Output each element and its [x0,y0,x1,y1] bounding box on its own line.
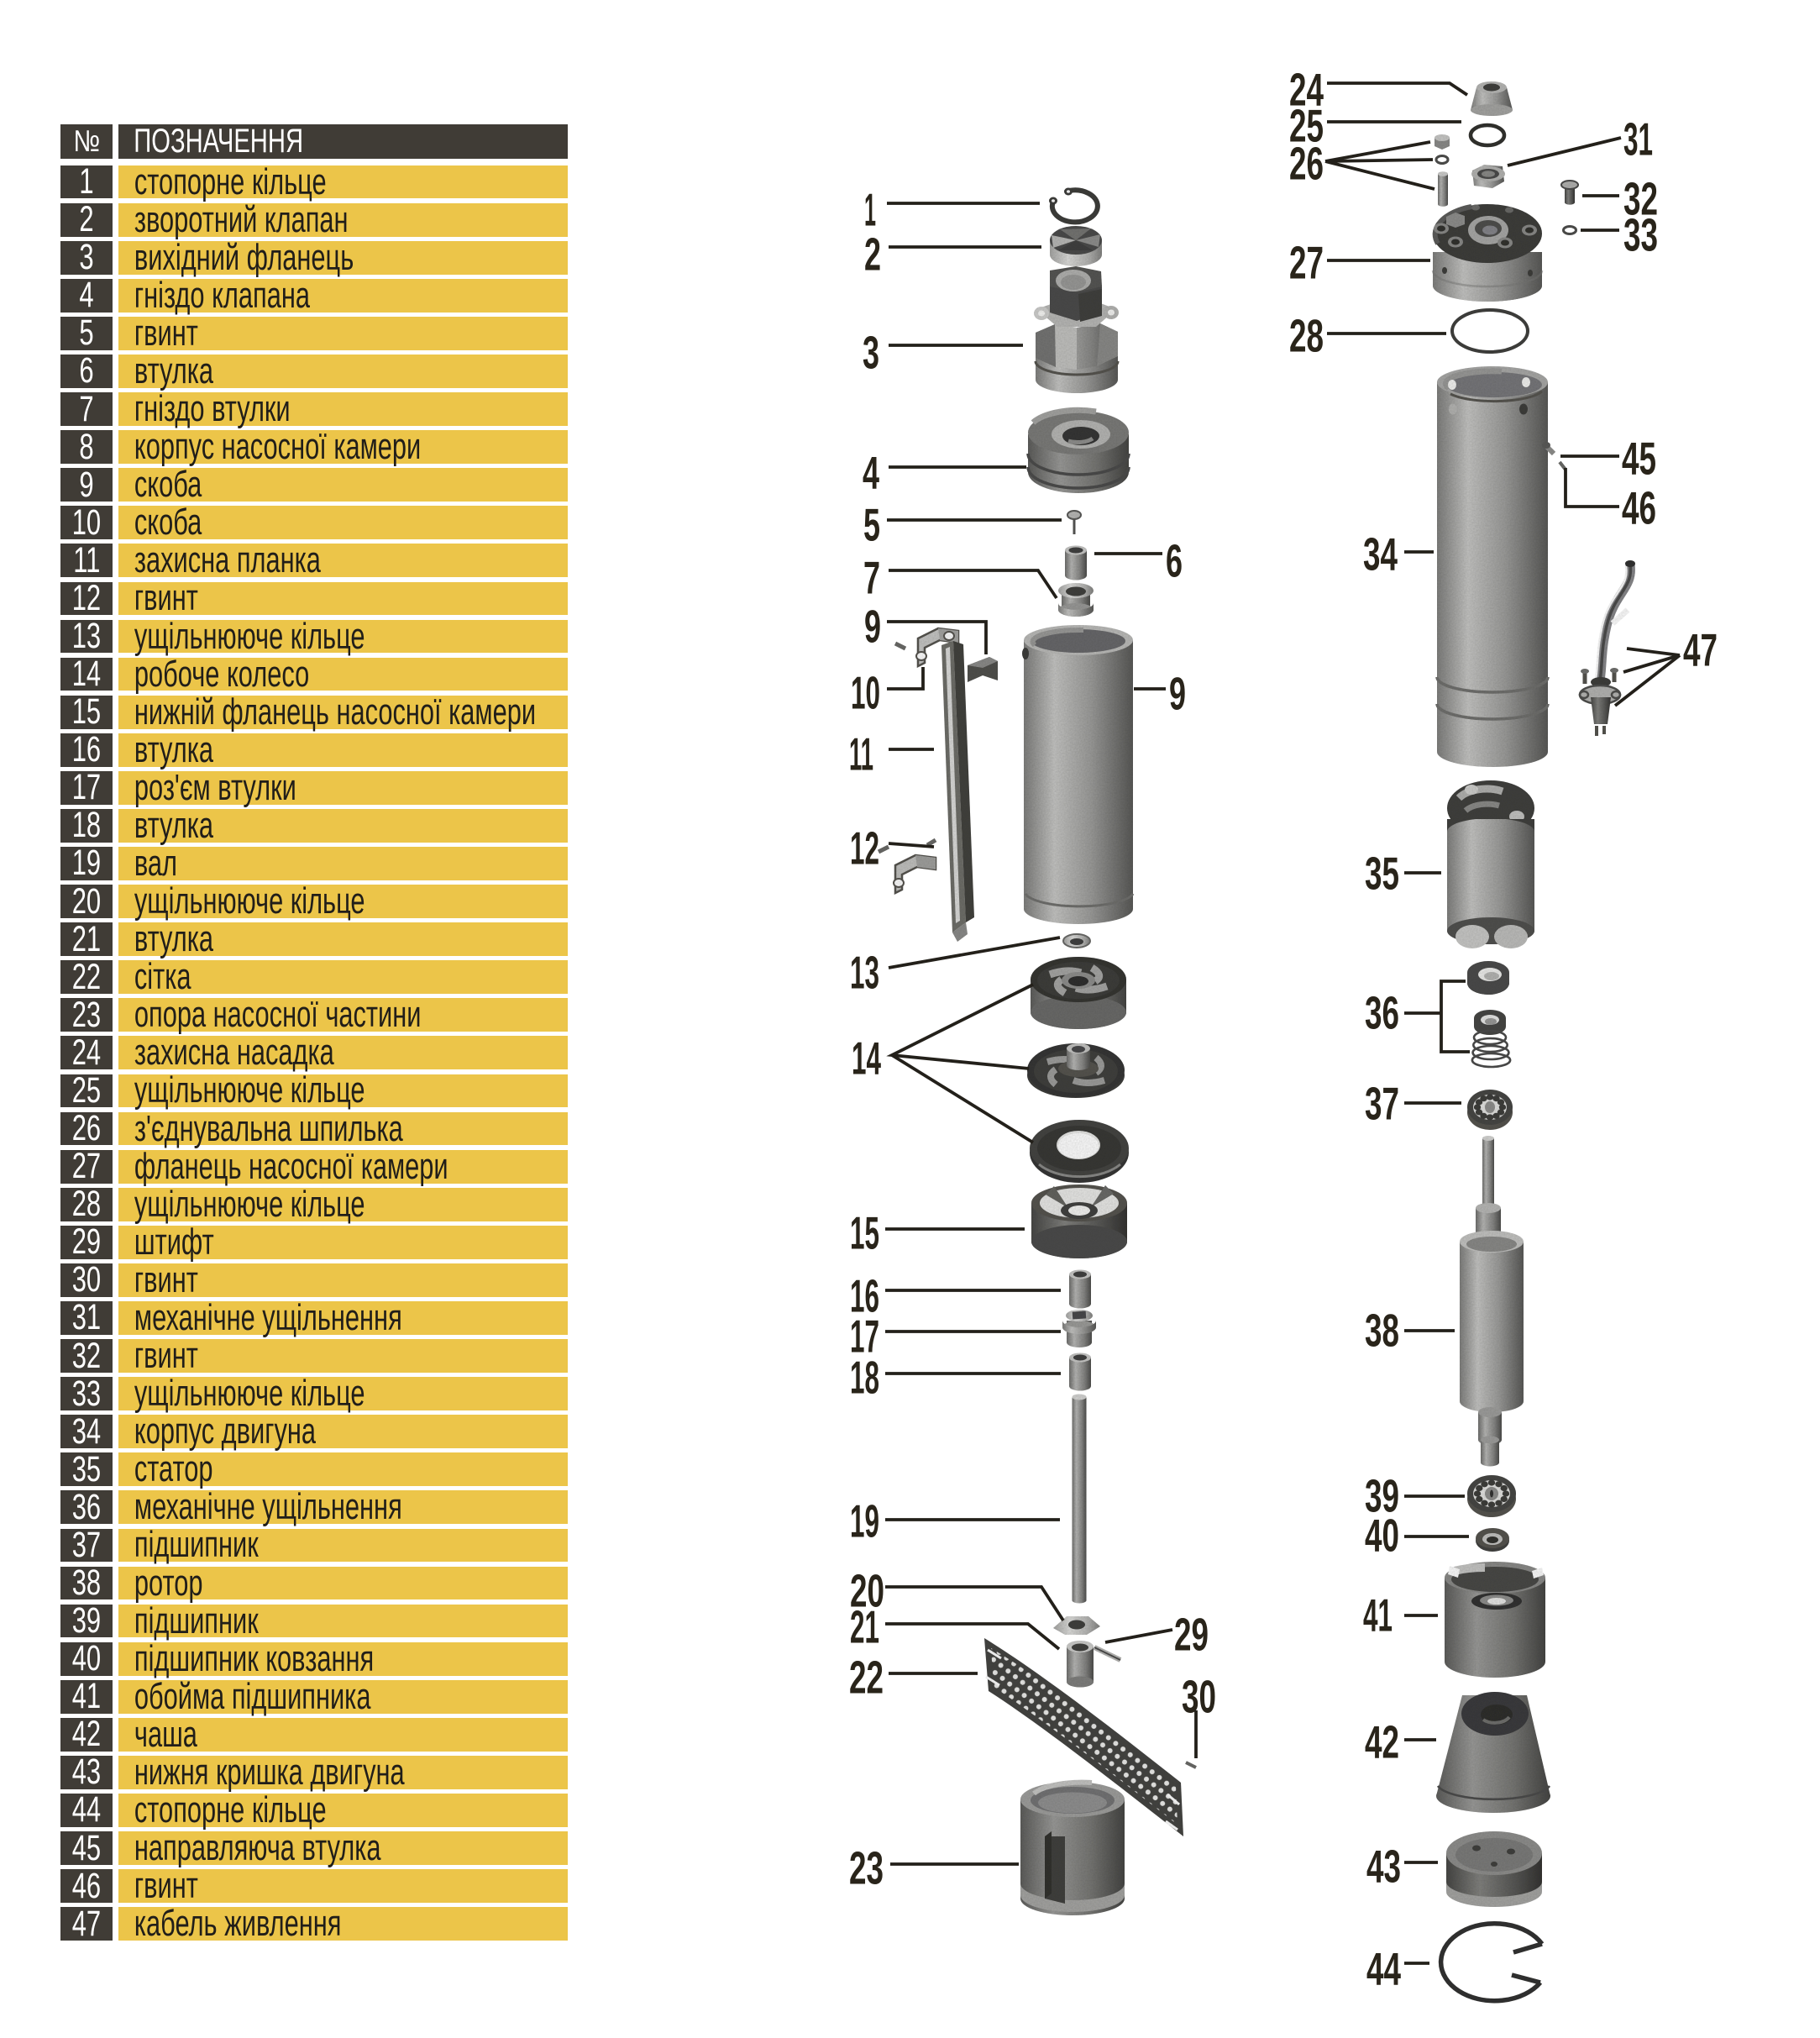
svg-text:23: 23 [849,1842,884,1894]
svg-text:6: 6 [1166,535,1183,587]
svg-text:1: 1 [864,184,876,236]
svg-text:40: 40 [1365,1510,1399,1562]
svg-text:37: 37 [1365,1078,1399,1130]
svg-text:39: 39 [1365,1470,1399,1522]
svg-text:7: 7 [863,552,880,604]
svg-text:31: 31 [1623,113,1653,165]
svg-text:33: 33 [1623,209,1658,261]
svg-text:46: 46 [1622,482,1656,534]
svg-text:18: 18 [850,1352,879,1404]
svg-text:34: 34 [1363,528,1398,580]
svg-text:44: 44 [1366,1943,1401,1995]
svg-text:15: 15 [850,1207,879,1259]
svg-text:16: 16 [850,1270,879,1322]
svg-text:22: 22 [849,1652,884,1704]
svg-text:3: 3 [863,327,879,379]
svg-text:30: 30 [1182,1671,1216,1723]
svg-text:12: 12 [850,822,879,875]
svg-text:19: 19 [850,1495,879,1547]
svg-text:20: 20 [850,1565,884,1617]
svg-text:14: 14 [852,1032,881,1085]
svg-text:32: 32 [1623,173,1658,225]
svg-text:24: 24 [1289,64,1324,116]
svg-text:17: 17 [850,1311,879,1363]
svg-text:4: 4 [863,447,879,499]
svg-text:45: 45 [1622,433,1656,485]
svg-text:28: 28 [1289,310,1324,362]
svg-text:9: 9 [1169,668,1186,720]
svg-text:41: 41 [1363,1589,1393,1641]
svg-text:27: 27 [1289,237,1324,289]
svg-text:11: 11 [849,728,873,780]
svg-text:29: 29 [1174,1609,1209,1661]
svg-text:2: 2 [864,228,881,281]
svg-text:43: 43 [1366,1841,1401,1893]
svg-text:10: 10 [851,667,880,719]
svg-text:13: 13 [850,947,879,999]
svg-text:21: 21 [850,1601,879,1653]
svg-text:26: 26 [1289,138,1324,190]
svg-text:35: 35 [1365,848,1399,900]
svg-text:38: 38 [1365,1305,1399,1357]
svg-text:9: 9 [864,601,881,653]
svg-text:42: 42 [1365,1716,1399,1768]
svg-text:5: 5 [863,499,880,551]
svg-text:47: 47 [1683,624,1718,676]
svg-text:25: 25 [1289,100,1324,152]
svg-text:36: 36 [1365,987,1399,1039]
